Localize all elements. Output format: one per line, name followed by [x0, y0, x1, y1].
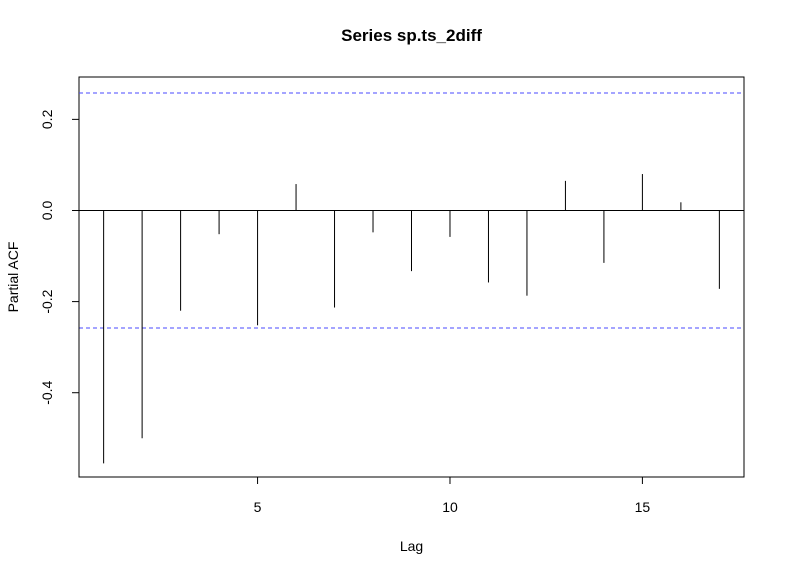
y-tick-label: 0.0	[39, 201, 55, 221]
x-tick-label: 5	[254, 499, 262, 515]
chart-marks	[79, 92, 744, 464]
y-tick-label: 0.2	[39, 109, 55, 129]
x-axis: 5 10 15	[254, 476, 651, 515]
x-axis-label: Lag	[400, 538, 423, 554]
y-tick-label: -0.2	[39, 289, 55, 313]
x-tick-label: 15	[635, 499, 651, 515]
y-tick-label: -0.4	[39, 380, 55, 404]
chart-title: Series sp.ts_2diff	[341, 26, 482, 45]
x-tick-label: 10	[442, 499, 458, 515]
plot-frame	[78, 76, 745, 478]
y-axis: -0.4 -0.2 0.0 0.2	[39, 109, 80, 405]
y-axis-label: Partial ACF	[5, 242, 21, 313]
